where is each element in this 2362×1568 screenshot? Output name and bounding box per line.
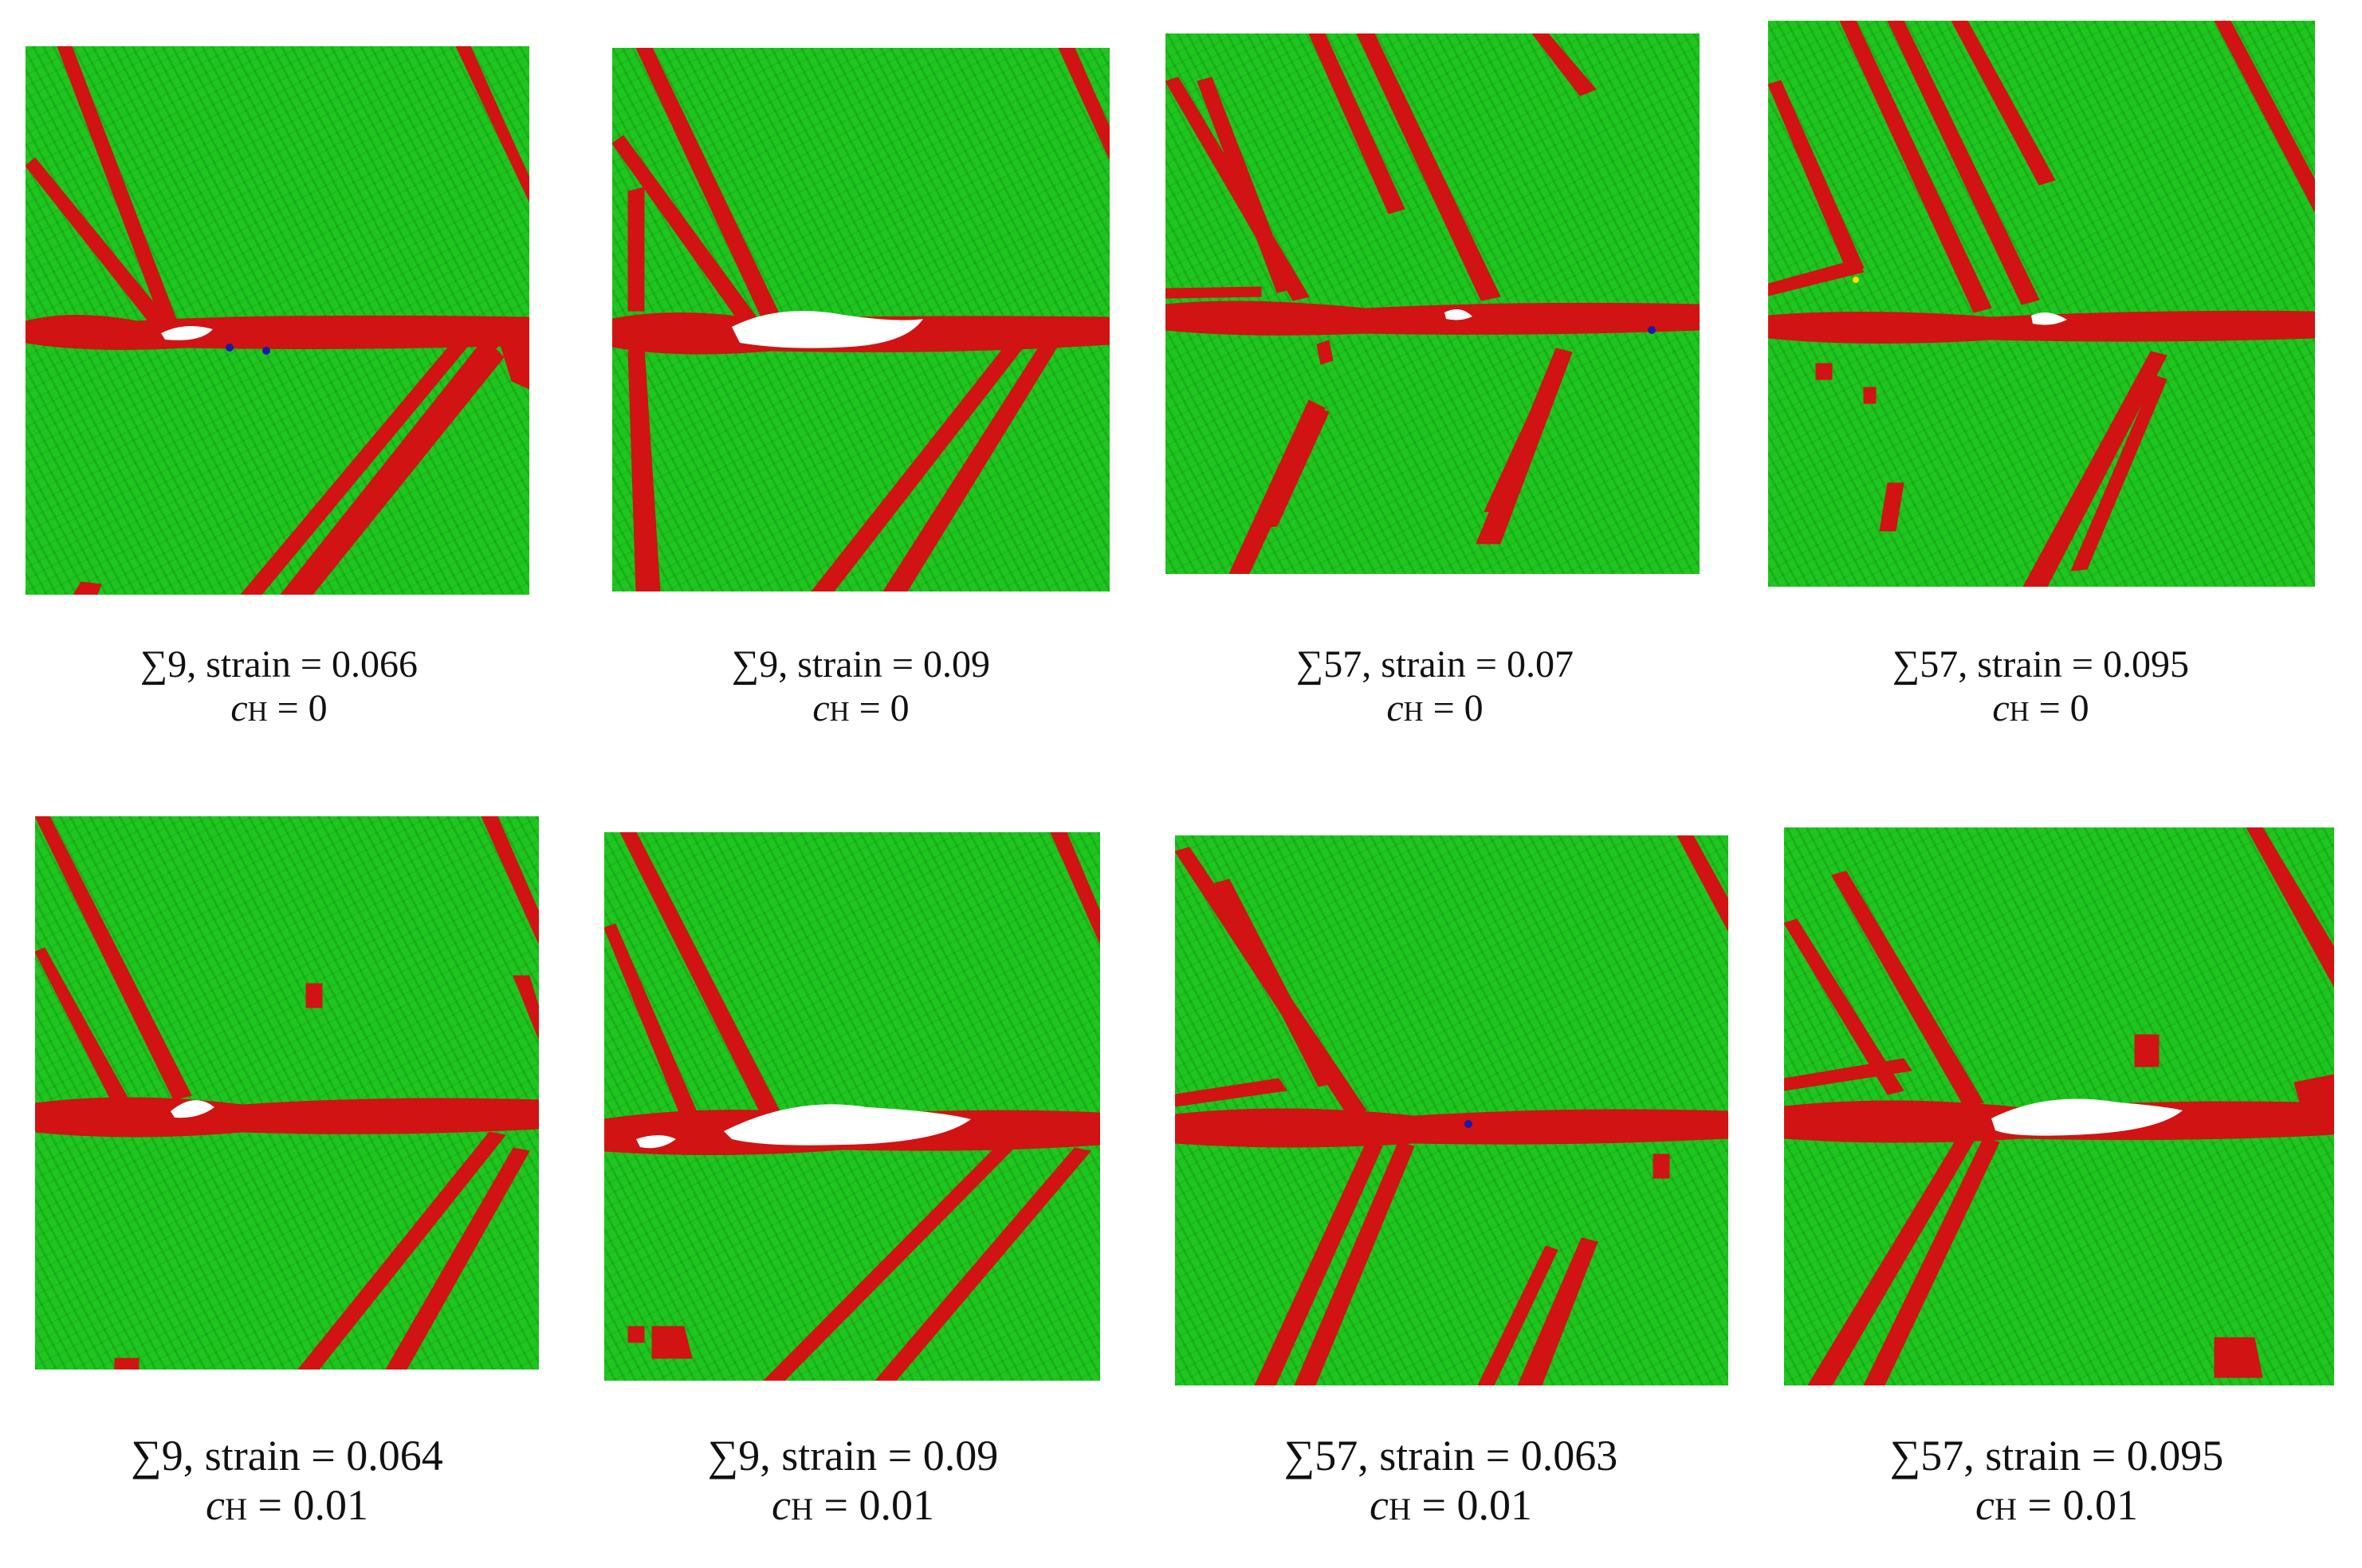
defect-structure-image bbox=[1165, 33, 1700, 574]
caption-sigma-strain: ∑9, strain = 0.064 bbox=[131, 1432, 443, 1480]
atomistic-snapshot-sigma57-strain-0095-hydrogen bbox=[1784, 827, 2334, 1385]
caption-sigma-strain: ∑9, strain = 0.09 bbox=[707, 1432, 999, 1480]
defect-structure-image bbox=[1175, 835, 1728, 1385]
caption-sigma-strain: ∑9, strain = 0.09 bbox=[732, 643, 990, 686]
defect-structure-image bbox=[1768, 21, 2315, 587]
caption-hydrogen-concentration: cH = 0 bbox=[1992, 687, 2089, 730]
defect-structure-image bbox=[612, 48, 1110, 591]
atomistic-snapshot-sigma9-strain-0066 bbox=[26, 46, 529, 595]
caption-sigma9-strain-0066: ∑9, strain = 0.066 cH = 0 bbox=[48, 643, 510, 730]
caption-sigma57-strain-0095: ∑57, strain = 0.095 cH = 0 bbox=[1786, 643, 2296, 730]
atomistic-snapshot-sigma9-strain-009 bbox=[612, 48, 1110, 591]
atomistic-snapshot-sigma9-strain-009-hydrogen bbox=[604, 832, 1100, 1381]
caption-sigma-strain: ∑57, strain = 0.07 bbox=[1296, 643, 1574, 686]
caption-hydrogen-concentration: cH = 0 bbox=[1386, 687, 1484, 730]
defect-structure-image bbox=[1784, 827, 2334, 1385]
caption-sigma9-strain-0064: ∑9, strain = 0.064 cH = 0.01 bbox=[40, 1431, 534, 1530]
defect-structure-image bbox=[26, 46, 529, 595]
caption-sigma-strain: ∑57, strain = 0.063 bbox=[1283, 1432, 1618, 1480]
caption-sigma-strain: ∑57, strain = 0.095 bbox=[1892, 643, 2189, 686]
caption-sigma-strain: ∑57, strain = 0.095 bbox=[1889, 1432, 2224, 1480]
caption-hydrogen-concentration: cH = 0.01 bbox=[1369, 1481, 1532, 1530]
atomistic-snapshot-sigma57-strain-0063-hydrogen bbox=[1175, 835, 1728, 1385]
caption-hydrogen-concentration: cH = 0.01 bbox=[771, 1481, 934, 1530]
caption-hydrogen-concentration: cH = 0 bbox=[812, 687, 910, 730]
defect-structure-image bbox=[35, 816, 539, 1370]
caption-hydrogen-concentration: cH = 0.01 bbox=[1975, 1481, 2138, 1530]
caption-hydrogen-concentration: cH = 0 bbox=[230, 687, 328, 730]
caption-sigma9-strain-009-hydrogen: ∑9, strain = 0.09 cH = 0.01 bbox=[614, 1431, 1092, 1530]
atomistic-snapshot-sigma9-strain-0064-hydrogen bbox=[35, 816, 539, 1370]
atomistic-snapshot-sigma57-strain-007 bbox=[1165, 33, 1700, 574]
caption-sigma57-strain-0095-hydrogen: ∑57, strain = 0.095 cH = 0.01 bbox=[1794, 1431, 2320, 1530]
caption-sigma57-strain-0063: ∑57, strain = 0.063 cH = 0.01 bbox=[1188, 1431, 1714, 1530]
caption-sigma9-strain-009: ∑9, strain = 0.09 cH = 0 bbox=[622, 643, 1100, 730]
defect-structure-image bbox=[604, 832, 1100, 1381]
caption-sigma-strain: ∑9, strain = 0.066 bbox=[140, 643, 418, 686]
caption-hydrogen-concentration: cH = 0.01 bbox=[205, 1481, 368, 1530]
atomistic-snapshot-sigma57-strain-0095 bbox=[1768, 21, 2315, 587]
caption-sigma57-strain-007: ∑57, strain = 0.07 cH = 0 bbox=[1180, 643, 1690, 730]
